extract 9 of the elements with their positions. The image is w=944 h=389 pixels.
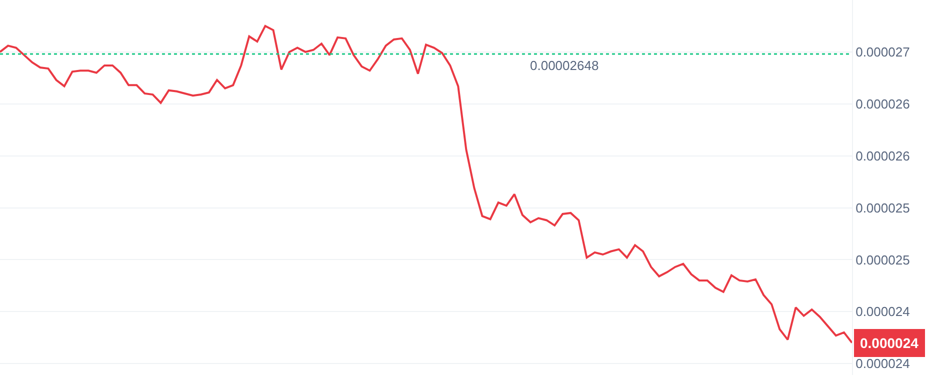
y-tick-label: 0.000024 [856,304,910,320]
ref-line-label: 0.00002648 [530,58,599,73]
y-tick-label: 0.000025 [856,200,910,216]
y-tick-label: 0.000026 [856,148,910,164]
y-tick-label: 0.000026 [856,96,910,112]
y-tick-label: 0.000027 [856,44,910,60]
line-series [0,24,852,344]
y-tick-label: 0.000025 [856,252,910,268]
y-tick-label: 0.000024 [856,356,910,372]
